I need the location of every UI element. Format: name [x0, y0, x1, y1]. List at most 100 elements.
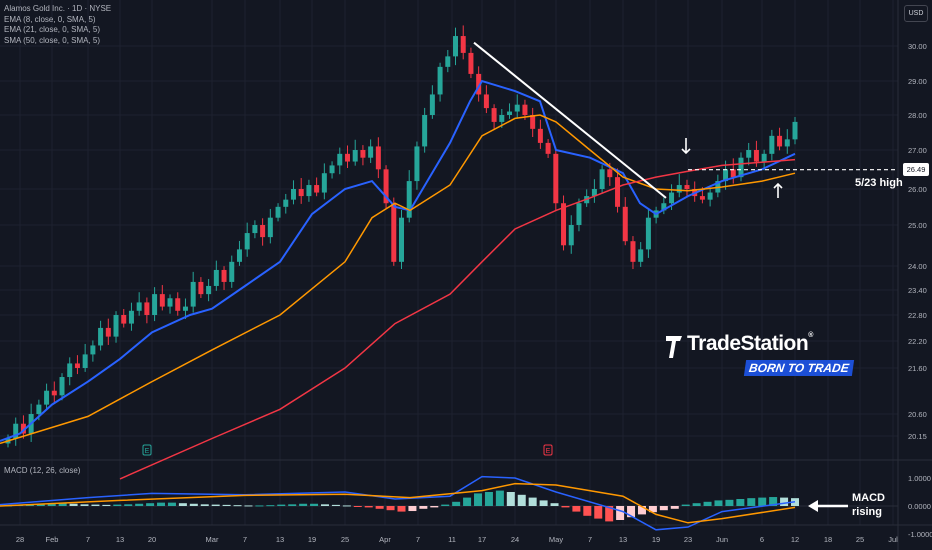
- macd-line: [0, 475, 796, 531]
- macd-histogram-bar: [167, 502, 176, 506]
- legend-ema8[interactable]: EMA (8, close, 0, SMA, 5): [4, 14, 96, 24]
- macd-histogram-bar: [124, 504, 133, 506]
- price-tick-label: 20.60: [908, 410, 927, 419]
- macd-histogram-bar: [769, 497, 778, 506]
- down-arrow-icon-head: [681, 148, 691, 155]
- macd-tick-label: 1.0000: [908, 474, 931, 483]
- high-annotation-label: 5/23 high: [855, 177, 903, 189]
- macd-histogram-bar: [397, 506, 406, 512]
- candle-body: [468, 52, 474, 74]
- candle-body: [190, 281, 196, 307]
- price-tick-label: 20.15: [908, 432, 927, 441]
- candle-body: [499, 115, 505, 122]
- trendline: [473, 41, 898, 199]
- time-tick-label: 19: [652, 535, 660, 544]
- candle-body: [128, 310, 134, 324]
- candle-body: [152, 294, 158, 315]
- candle-body: [267, 217, 273, 238]
- macd-histogram-bar: [113, 504, 122, 506]
- candle-body: [98, 327, 104, 346]
- time-tick-label: 17: [478, 535, 486, 544]
- time-tick-label: 12: [791, 535, 799, 544]
- macd-histogram-bar: [627, 506, 636, 518]
- macd-histogram-bar: [310, 503, 319, 506]
- candle-body: [784, 139, 790, 147]
- macd-histogram-bar: [320, 504, 329, 506]
- candle-body: [44, 390, 50, 405]
- candle-body: [13, 423, 19, 439]
- time-tick-label: 28: [16, 535, 24, 544]
- candle-body: [236, 249, 242, 262]
- macd-histogram-bar: [528, 497, 537, 506]
- candle-body: [206, 285, 212, 295]
- macd-histogram-bar: [659, 506, 668, 511]
- candle-body: [213, 269, 219, 286]
- macd-histogram-bar: [725, 499, 734, 506]
- candle-body: [113, 315, 119, 337]
- candle-body: [545, 142, 551, 154]
- candle-body: [723, 169, 729, 182]
- candle-body: [622, 206, 628, 242]
- time-tick-label: 13: [276, 535, 284, 544]
- candle-body: [568, 225, 574, 246]
- macd-histogram-bar: [364, 506, 373, 508]
- candle-body: [314, 185, 320, 193]
- macd-histogram-bar: [616, 506, 625, 520]
- macd-histogram-bar: [353, 506, 362, 507]
- legend-sma50[interactable]: SMA (50, close, 0, SMA, 5): [4, 35, 101, 45]
- earnings-marker-icon: [142, 444, 152, 456]
- macd-histogram-bar: [58, 503, 67, 506]
- macd-histogram-bar: [648, 506, 657, 513]
- time-tick-label: 11: [448, 535, 456, 544]
- macd-histogram-bar: [102, 504, 111, 506]
- macd-histogram-bar: [331, 504, 340, 506]
- price-tick-label: 30.00: [908, 42, 927, 51]
- candle-body: [414, 146, 420, 182]
- candle-body: [82, 354, 88, 368]
- price-tick-label: 21.60: [908, 364, 927, 373]
- time-tick-label: 13: [619, 535, 627, 544]
- line-sma50: [119, 158, 796, 480]
- candle-body: [375, 146, 381, 170]
- candle-body: [676, 185, 682, 193]
- candle-body: [607, 169, 613, 178]
- macd-tick-label: 0.0000: [908, 502, 931, 511]
- candle-body: [20, 423, 26, 434]
- time-axis[interactable]: 28 Feb 7 13 20 Mar 7 13 19 25 Apr 7 11 17 24 May 7 13 19 23…: [16, 535, 898, 544]
- candle-body: [522, 104, 528, 115]
- macd-histogram-bar: [430, 506, 439, 508]
- macd-histogram-bar: [419, 506, 428, 509]
- candle-body: [746, 150, 752, 158]
- macd-histogram-bar: [255, 505, 264, 507]
- indicator-legend: Alamos Gold Inc. · 1D · NYSE EMA (8, clo…: [4, 4, 111, 46]
- candle-body: [661, 203, 667, 211]
- price-tick-label: 23.40: [908, 286, 927, 295]
- macd-histogram-bar: [583, 506, 592, 516]
- candle-body: [507, 111, 513, 115]
- time-tick-label: 7: [416, 535, 420, 544]
- candle-body: [182, 306, 188, 311]
- candle-body: [136, 302, 142, 311]
- candle-body: [290, 189, 296, 200]
- candle-body: [699, 196, 705, 200]
- time-tick-label: 7: [243, 535, 247, 544]
- downtrend-line: [473, 41, 667, 199]
- macd-legend[interactable]: MACD (12, 26, close): [4, 466, 81, 475]
- legend-ema21[interactable]: EMA (21, close, 0, SMA, 5): [4, 25, 101, 34]
- time-tick-label: 23: [684, 535, 692, 544]
- candle-body: [283, 199, 289, 207]
- price-axis[interactable]: 30.00 29.00 28.00 27.00 26.00 25.00 24.00 23.40…: [908, 42, 927, 441]
- macd-histogram-bar: [561, 506, 570, 508]
- macd-histogram-bar: [178, 503, 187, 506]
- candle-body: [368, 146, 374, 158]
- time-tick-label: Mar: [206, 535, 219, 544]
- candle-body: [90, 345, 96, 355]
- price-tick-label: 24.00: [908, 262, 927, 271]
- candle-body: [553, 153, 559, 204]
- time-tick-label: Jul: [888, 535, 898, 544]
- legend-title[interactable]: Alamos Gold Inc. · 1D · NYSE: [4, 4, 112, 13]
- candle-body: [252, 225, 258, 234]
- currency-button[interactable]: USD: [904, 5, 928, 22]
